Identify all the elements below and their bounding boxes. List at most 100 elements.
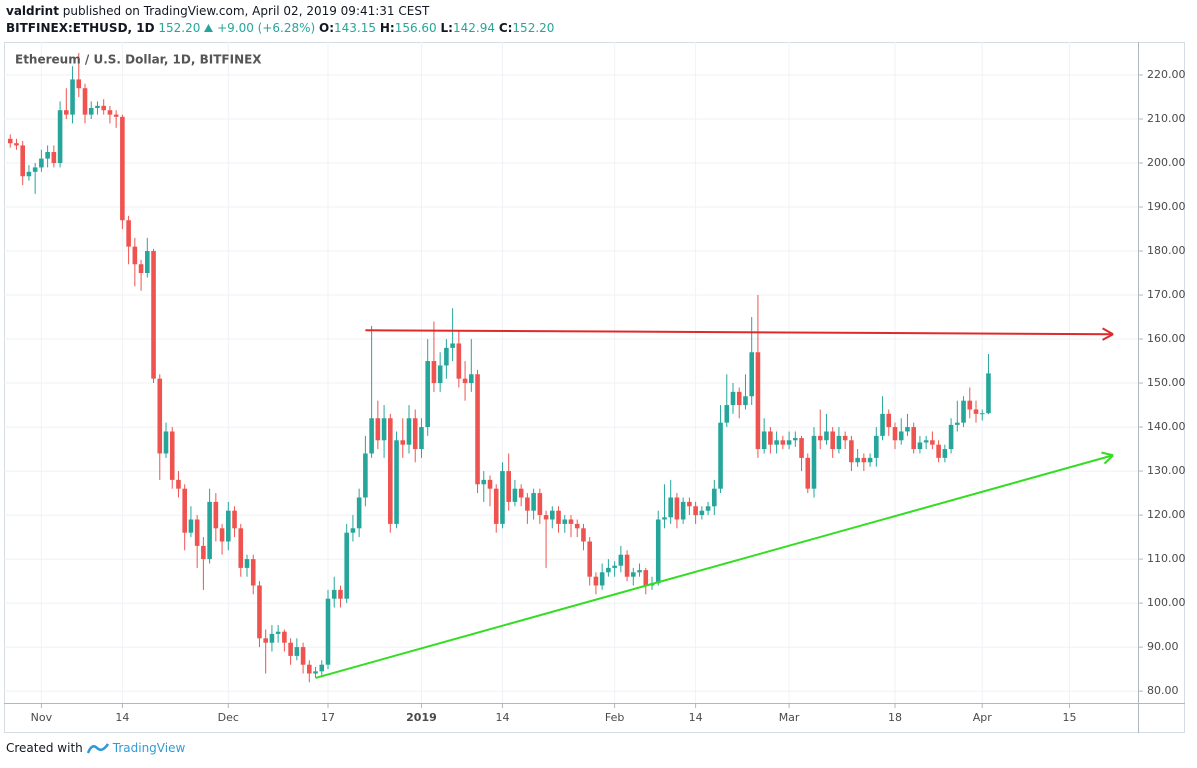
- candle-body: [874, 435, 879, 458]
- candle-body: [88, 108, 94, 115]
- candle-body: [693, 506, 698, 516]
- candle-body: [979, 413, 985, 415]
- candle-body: [412, 418, 418, 450]
- candle-body: [574, 523, 580, 529]
- up-arrow-icon: [204, 24, 214, 32]
- candle-body: [475, 374, 480, 485]
- annotations: [315, 327, 1114, 679]
- candle-body: [836, 435, 842, 450]
- candle-body: [531, 493, 536, 511]
- candle-body: [562, 519, 568, 524]
- candle-body: [855, 457, 860, 463]
- candle-body: [101, 105, 106, 111]
- candle-body: [817, 435, 823, 441]
- candle-body: [319, 664, 325, 672]
- candle-body: [631, 572, 636, 577]
- candle-body: [643, 570, 649, 586]
- candle-body: [948, 424, 954, 450]
- candle-body: [942, 449, 948, 458]
- ohlc-value: 142.94: [452, 21, 495, 35]
- candle-body: [244, 559, 250, 568]
- candle-body: [568, 519, 574, 524]
- candle-body: [70, 79, 75, 115]
- candle-body: [525, 497, 530, 511]
- x-tick-label: Nov: [31, 711, 53, 724]
- candle-body: [145, 251, 150, 274]
- trend-arrowhead: [1101, 451, 1114, 457]
- candle-body: [712, 488, 717, 507]
- symbol: BITFINEX:ETHUSD, 1D: [6, 21, 155, 35]
- candle-body: [76, 79, 82, 89]
- chart-title: Ethereum / U.S. Dollar, 1D, BITFINEX: [15, 53, 262, 67]
- candle-body: [419, 427, 424, 450]
- candle-body: [39, 158, 44, 168]
- ohlc-label: L:: [440, 21, 453, 35]
- header-line-1: valdrint published on TradingView.com, A…: [6, 4, 429, 18]
- candle-body: [718, 422, 723, 489]
- header-line-2: BITFINEX:ETHUSD, 1D 152.20 +9.00 (+6.28%…: [6, 21, 554, 35]
- candle-body: [188, 519, 194, 533]
- candle-body: [793, 438, 798, 441]
- x-tick-label: 14: [495, 711, 509, 724]
- candle-body: [624, 554, 630, 577]
- candle-body: [593, 576, 599, 586]
- candle-body: [113, 114, 119, 117]
- candle-body: [32, 167, 38, 172]
- candle-body: [655, 519, 661, 584]
- brand[interactable]: TradingView: [112, 741, 186, 755]
- candle-body: [57, 110, 63, 164]
- ohlc-label: C:: [498, 21, 513, 35]
- trend-arrowhead: [1102, 327, 1114, 336]
- y-tick-label: 180.00: [1147, 244, 1186, 257]
- candle-body: [743, 396, 748, 406]
- y-tick-label: 120.00: [1147, 508, 1186, 521]
- candle-body: [400, 440, 406, 445]
- candle-body: [462, 378, 468, 384]
- candle-body: [307, 664, 312, 674]
- ohlc-value: 143.15: [334, 21, 377, 35]
- candle-body: [288, 642, 293, 656]
- candle-body: [506, 471, 511, 502]
- candle-body: [120, 116, 125, 221]
- candle-body: [905, 427, 910, 432]
- candle-body: [95, 105, 100, 109]
- candle-body: [325, 598, 331, 665]
- candle-body: [662, 517, 667, 520]
- candle-body: [20, 145, 25, 177]
- candle-body: [469, 374, 474, 384]
- footer: Created with TradingView: [6, 741, 185, 755]
- candle-body: [26, 171, 32, 177]
- candle-body: [867, 457, 873, 463]
- candle-body: [986, 373, 991, 414]
- candle-body: [394, 440, 399, 524]
- candle-body: [786, 440, 792, 445]
- candle-body: [805, 457, 811, 489]
- y-tick-label: 160.00: [1147, 332, 1186, 345]
- candle-body: [518, 488, 524, 498]
- candle-body: [687, 501, 692, 507]
- candle-body: [350, 528, 356, 533]
- candle-body: [369, 418, 374, 454]
- candle-body: [699, 510, 705, 516]
- x-tick-label: 14: [115, 711, 129, 724]
- x-tick-label: Apr: [973, 711, 993, 724]
- candle-body: [830, 431, 835, 450]
- candle-body: [680, 501, 686, 520]
- candle-body: [213, 501, 219, 529]
- ohlc-value: 152.20: [512, 21, 555, 35]
- candle-body: [219, 528, 225, 542]
- candle-body: [313, 671, 318, 674]
- y-tick-label: 140.00: [1147, 420, 1186, 433]
- candle-body: [512, 488, 518, 502]
- candle-body: [14, 143, 19, 146]
- candle-body: [282, 631, 287, 643]
- candle-body: [755, 352, 761, 450]
- x-tick-label: Mar: [779, 711, 800, 724]
- candle-body: [275, 631, 281, 634]
- candle-body: [437, 365, 443, 384]
- candle-body: [606, 567, 611, 573]
- candle-body: [842, 435, 848, 441]
- trend-line: [315, 454, 1114, 679]
- price: 152.20: [158, 21, 201, 35]
